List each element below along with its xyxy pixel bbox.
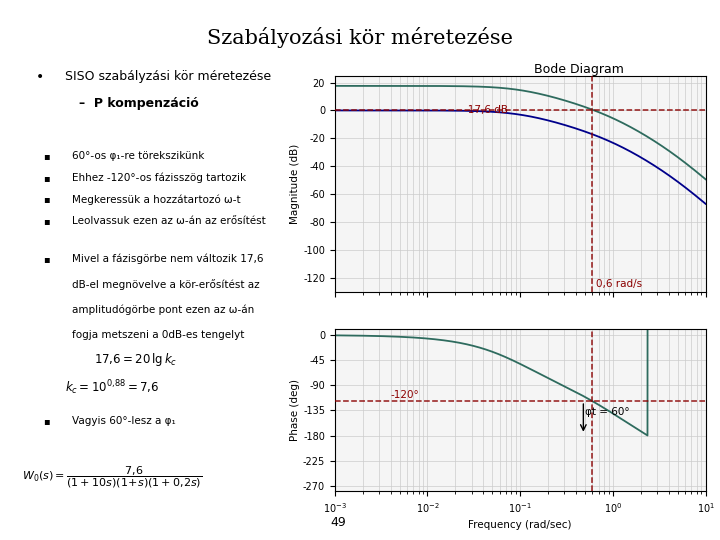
Text: $17{,}6 = 20\,\lg k_c$: $17{,}6 = 20\,\lg k_c$ [94,351,177,368]
Text: 0,6 rad/s: 0,6 rad/s [596,279,642,289]
Text: dB-el megnövelve a kör-erősítést az: dB-el megnövelve a kör-erősítést az [72,279,260,290]
Text: -17,6 dB: -17,6 dB [464,105,508,115]
Text: $W_0(s) = \dfrac{7{,}6}{(1+10s)(1\!+\!s)(1+0{,}2s)}$: $W_0(s) = \dfrac{7{,}6}{(1+10s)(1\!+\!s)… [22,464,202,490]
Text: ▪: ▪ [43,416,50,426]
Text: Megkeressük a hozzátartozó ω-t: Megkeressük a hozzátartozó ω-t [72,194,240,205]
X-axis label: Frequency (rad/sec): Frequency (rad/sec) [469,521,572,530]
Text: Bode Diagram: Bode Diagram [534,63,624,76]
Text: ▪: ▪ [43,254,50,264]
Text: fogja metszeni a 0dB-es tengelyt: fogja metszeni a 0dB-es tengelyt [72,330,244,340]
Text: amplitudógörbe pont ezen az ω-án: amplitudógörbe pont ezen az ω-án [72,305,254,315]
Text: Ehhez -120°-os fázisszög tartozik: Ehhez -120°-os fázisszög tartozik [72,173,246,183]
Text: •: • [36,70,44,84]
Text: ▪: ▪ [43,194,50,205]
Text: Szabályozási kör méretezése: Szabályozási kör méretezése [207,27,513,48]
Y-axis label: Magnitude (dB): Magnitude (dB) [290,144,300,224]
Text: ▪: ▪ [43,151,50,161]
Text: SISO szabályzási kör méretezése: SISO szabályzási kör méretezése [65,70,271,83]
Text: ▪: ▪ [43,216,50,226]
Text: $k_c = 10^{0{,}88} = 7{,}6$: $k_c = 10^{0{,}88} = 7{,}6$ [65,378,159,397]
Text: ▪: ▪ [43,173,50,183]
Text: –  P kompenzáció: – P kompenzáció [79,97,199,110]
Text: φt = 60°: φt = 60° [585,407,630,417]
Text: Leolvassuk ezen az ω-án az erősítést: Leolvassuk ezen az ω-án az erősítést [72,216,266,226]
Y-axis label: Phase (deg): Phase (deg) [290,380,300,441]
Text: 49: 49 [330,516,346,529]
Text: Vagyis 60°-lesz a φ₁: Vagyis 60°-lesz a φ₁ [72,416,176,426]
Text: -120°: -120° [391,390,419,400]
Text: 60°-os φ₁-re törekszikünk: 60°-os φ₁-re törekszikünk [72,151,204,161]
Text: Mivel a fázisgörbe nem változik 17,6: Mivel a fázisgörbe nem változik 17,6 [72,254,264,264]
